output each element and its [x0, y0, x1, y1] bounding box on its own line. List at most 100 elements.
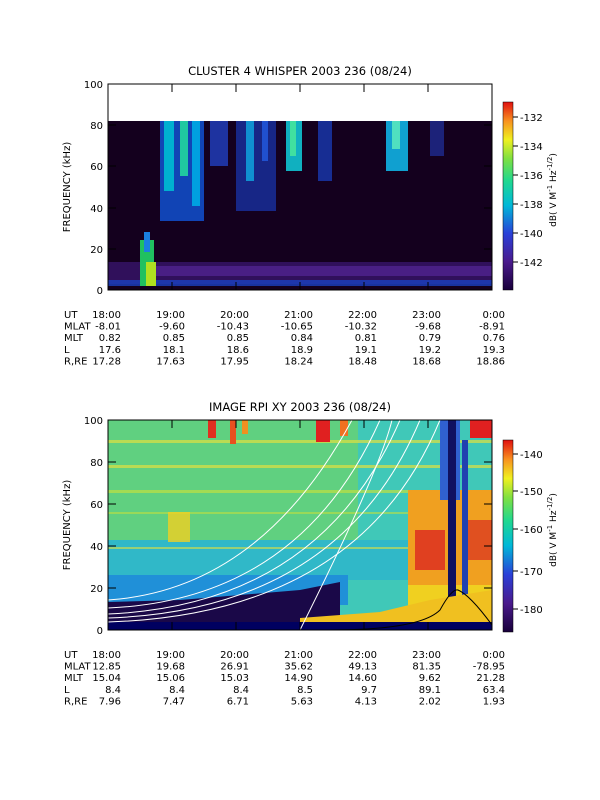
panel1-y-label: FREQUENCY (kHz)	[62, 142, 73, 233]
ephemeris-value: 8.4	[169, 685, 185, 696]
panel2-cbar-tick-0: -140	[520, 450, 543, 461]
ephemeris-value: 18.68	[412, 356, 441, 367]
panel2-title: IMAGE RPI XY 2003 236 (08/24)	[209, 400, 391, 414]
ephemeris-value: -10.32	[345, 322, 377, 333]
ephemeris-value: 19.3	[483, 345, 505, 356]
ephemeris-value: 5.63	[291, 696, 313, 707]
ephemeris-value: 0:00	[483, 650, 505, 661]
ephemeris-value: -10.43	[217, 322, 249, 333]
ephemeris-value: 14.90	[284, 673, 313, 684]
ephemeris-value: 81.35	[412, 662, 441, 673]
ephemeris-value: -78.95	[473, 662, 505, 673]
ephemeris-value: 18.1	[163, 345, 185, 356]
panel2-y-label: FREQUENCY (kHz)	[62, 480, 73, 571]
ephemeris-value: -9.60	[159, 322, 185, 333]
panel2-ephemeris: UT 18:00 19:00 20:00 21:00 22:00 23:00 0:00 MLAT…	[64, 650, 505, 707]
ephemeris-value: 0.85	[163, 333, 185, 344]
panel2-ytick-100: 100	[84, 416, 103, 427]
panel1-cbar-tick-2: -136	[520, 171, 543, 182]
ephemeris-value: 0.82	[99, 333, 121, 344]
panel1-ephemeris: UT 18:00 19:00 20:00 21:00 22:00 23:00 0:00 MLAT…	[64, 310, 505, 367]
ephemeris-value: 15.06	[156, 673, 185, 684]
ephemeris-value: 7.47	[163, 696, 185, 707]
ephemeris-value: 8.4	[233, 685, 249, 696]
ephemeris-value: 0.76	[483, 333, 505, 344]
ephemeris-value: 0.79	[419, 333, 441, 344]
ephemeris-value: 18.6	[227, 345, 249, 356]
panel2-cbar-tick-1: -150	[520, 487, 543, 498]
ephemeris-row-label: UT	[64, 650, 78, 661]
panel1-colorbar: -132 -134 -136 -138 -140 -142 dB( V M-1 …	[502, 101, 559, 291]
ephemeris-value: 20:00	[220, 650, 249, 661]
ephemeris-value: 15.04	[92, 673, 121, 684]
panel2-cbar-tick-4: -180	[520, 605, 543, 616]
ephemeris-value: 19.1	[355, 345, 377, 356]
panel1-cbar-tick-1: -134	[520, 142, 543, 153]
ephemeris-value: 89.1	[419, 685, 441, 696]
panel-cluster: CLUSTER 4 WHISPER 2003 236 (08/24)	[62, 64, 559, 367]
panel-image-rpi: IMAGE RPI XY 2003 236 (08/24)	[62, 400, 559, 707]
ephemeris-value: 2.02	[419, 696, 441, 707]
ephemeris-row-label: L	[64, 685, 70, 696]
panel2-colorbar: -140 -150 -160 -170 -180 dB( V M-1 Hz-1/…	[502, 439, 559, 633]
ephemeris-value: 26.91	[220, 662, 249, 673]
ephemeris-value: -10.65	[281, 322, 313, 333]
ephemeris-value: 19.68	[156, 662, 185, 673]
panel1-x-ticks	[107, 84, 493, 290]
ephemeris-value: 23:00	[412, 650, 441, 661]
ephemeris-value: 63.4	[483, 685, 505, 696]
panel2-cbar-tick-3: -170	[520, 567, 543, 578]
ephemeris-row-label: MLAT	[64, 322, 91, 333]
ephemeris-value: 12.85	[92, 662, 121, 673]
panel2-spectrogram	[108, 420, 492, 630]
ephemeris-row-label: UT	[64, 310, 78, 321]
ephemeris-value: 19:00	[156, 650, 185, 661]
ephemeris-value: 19.2	[419, 345, 441, 356]
ephemeris-value: 35.62	[284, 662, 313, 673]
panel2-ytick-20: 20	[90, 584, 103, 595]
panel1-cbar-tick-0: -132	[520, 113, 543, 124]
ephemeris-row-label: MLT	[64, 673, 84, 684]
ephemeris-value: 15.03	[220, 673, 249, 684]
ephemeris-value: 18.48	[348, 356, 377, 367]
panel2-ytick-60: 60	[90, 500, 103, 511]
panel2-ytick-80: 80	[90, 458, 103, 469]
panel1-cbar-tick-4: -140	[520, 229, 543, 240]
ephemeris-row-label: MLAT	[64, 662, 91, 673]
ephemeris-value: 0.84	[291, 333, 313, 344]
ephemeris-value: 19:00	[156, 310, 185, 321]
ephemeris-value: 18.9	[291, 345, 313, 356]
ephemeris-value: 6.71	[227, 696, 249, 707]
ephemeris-value: 23:00	[412, 310, 441, 321]
ephemeris-value: 17.6	[99, 345, 121, 356]
ephemeris-value: 7.96	[99, 696, 121, 707]
ephemeris-value: 49.13	[348, 662, 377, 673]
panel1-cbar-tick-5: -142	[520, 258, 543, 269]
panel2-ytick-0: 0	[97, 626, 103, 637]
ephemeris-value: 0.85	[227, 333, 249, 344]
panel2-x-ticks	[107, 420, 493, 630]
panel2-cbar-tick-2: -160	[520, 525, 543, 536]
panel1-y-axis: 0 20 40 60 80 100 FREQUENCY (kHz)	[62, 80, 492, 297]
panel1-ytick-100: 100	[84, 80, 103, 91]
ephemeris-value: 9.62	[419, 673, 441, 684]
ephemeris-value: 18.24	[284, 356, 313, 367]
ephemeris-value: 22:00	[348, 310, 377, 321]
panel1-ytick-40: 40	[90, 204, 103, 215]
ephemeris-row-label: R,RE	[64, 356, 87, 367]
ephemeris-row-label: L	[64, 345, 70, 356]
ephemeris-value: -8.01	[95, 322, 121, 333]
ephemeris-value: 18:00	[92, 650, 121, 661]
panel1-ytick-0: 0	[97, 286, 103, 297]
panel1-ytick-20: 20	[90, 245, 103, 256]
panel1-colorbar-label: dB( V M-1 Hz-1/2)	[546, 153, 559, 227]
ephemeris-row-label: R,RE	[64, 696, 87, 707]
panel1-ytick-60: 60	[90, 162, 103, 173]
ephemeris-value: 8.5	[297, 685, 313, 696]
ephemeris-value: 18:00	[92, 310, 121, 321]
ephemeris-value: 8.4	[105, 685, 121, 696]
panel1-ytick-80: 80	[90, 121, 103, 132]
ephemeris-value: 9.7	[361, 685, 377, 696]
panel1-title: CLUSTER 4 WHISPER 2003 236 (08/24)	[188, 64, 412, 78]
